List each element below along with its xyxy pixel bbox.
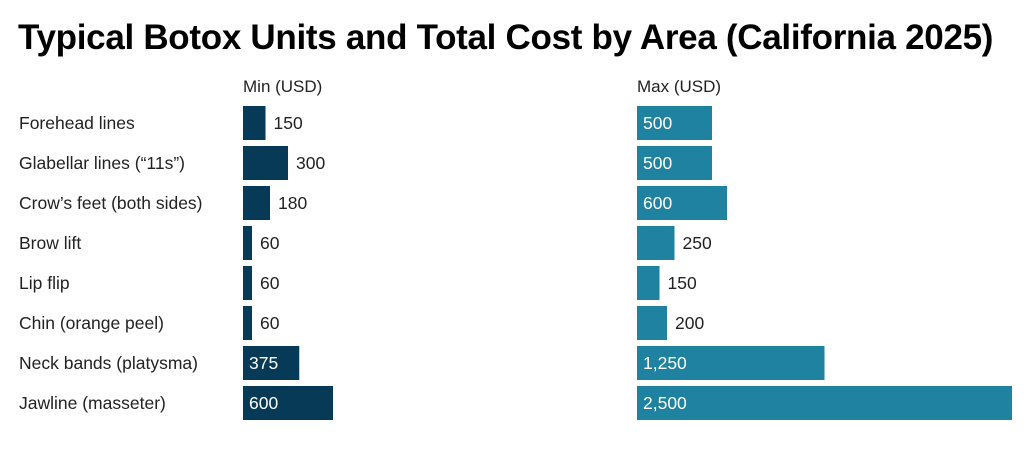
- data-label: 150: [668, 273, 697, 293]
- bar: [243, 386, 333, 420]
- data-label: 60: [260, 313, 280, 333]
- data-label: 500: [643, 113, 672, 133]
- category-label: Neck bands (platysma): [19, 353, 198, 373]
- bar: [243, 226, 252, 260]
- data-label: 300: [296, 153, 325, 173]
- category-label: Jawline (masseter): [19, 393, 166, 413]
- category-label: Forehead lines: [19, 113, 135, 133]
- chart-title: Typical Botox Units and Total Cost by Ar…: [18, 18, 994, 57]
- data-label: 60: [260, 233, 280, 253]
- category-label: Lip flip: [19, 273, 70, 293]
- category-label: Crow’s feet (both sides): [19, 193, 203, 213]
- data-label: 250: [683, 233, 712, 253]
- data-label: 375: [249, 353, 278, 373]
- bar: [637, 346, 825, 380]
- series-header: Max (USD): [637, 77, 721, 96]
- data-label: 150: [274, 113, 303, 133]
- bar: [243, 306, 252, 340]
- series-header: Min (USD): [243, 77, 322, 96]
- bar: [243, 146, 288, 180]
- bar: [243, 106, 266, 140]
- data-label: 180: [278, 193, 307, 213]
- data-label: 600: [249, 393, 278, 413]
- bar: [637, 226, 675, 260]
- bar: [637, 306, 667, 340]
- bar: [637, 386, 1012, 420]
- bar: [637, 266, 660, 300]
- data-label: 1,250: [643, 353, 687, 373]
- bar: [243, 346, 300, 380]
- category-label: Glabellar lines (“11s”): [19, 153, 185, 173]
- bar: [243, 186, 270, 220]
- bar: [243, 266, 252, 300]
- data-label: 500: [643, 153, 672, 173]
- bar: [637, 146, 712, 180]
- bar: [637, 106, 712, 140]
- data-label: 60: [260, 273, 280, 293]
- data-label: 2,500: [643, 393, 687, 413]
- category-label: Brow lift: [19, 233, 81, 253]
- bar: [637, 186, 727, 220]
- category-label: Chin (orange peel): [19, 313, 164, 333]
- data-label: 600: [643, 193, 672, 213]
- data-label: 200: [675, 313, 704, 333]
